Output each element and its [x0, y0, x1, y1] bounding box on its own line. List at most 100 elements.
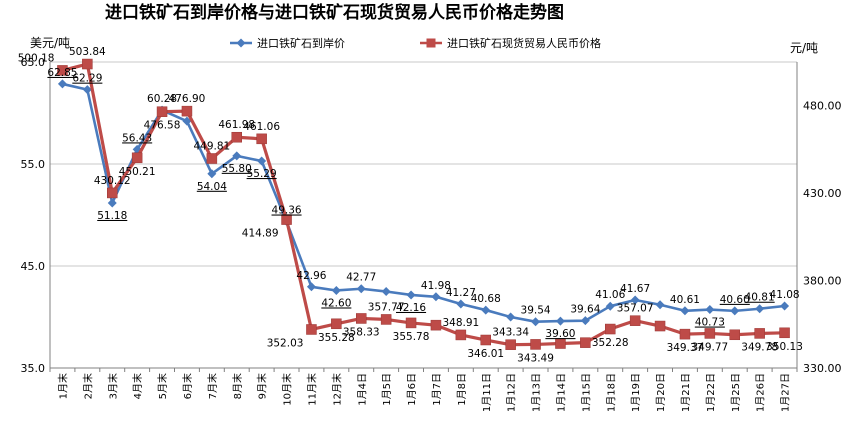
- series-2-point: [281, 214, 292, 225]
- series-1-data-label: 55.80: [222, 163, 252, 175]
- right-tick-label: 380.00: [803, 275, 842, 288]
- x-tick-label: 5月末: [156, 373, 169, 399]
- left-tick-label: 55.0: [21, 158, 46, 171]
- series-1-point: [705, 305, 715, 315]
- left-tick-label: 35.0: [21, 362, 46, 375]
- x-tick-label: 1月25日: [730, 373, 742, 412]
- series-2-point: [530, 339, 541, 350]
- x-tick-label: 4月末: [131, 373, 144, 399]
- series-2-data-label: 500.18: [18, 52, 55, 64]
- x-tick-label: 11月末: [305, 373, 318, 406]
- series-1-data-label: 40.81: [745, 292, 775, 304]
- x-tick-label: 1月13日: [531, 373, 543, 412]
- series-2-data-label: 343.49: [517, 352, 554, 364]
- series-2-data-label: 352.03: [267, 337, 304, 349]
- x-tick-label: 1月8日: [456, 373, 468, 406]
- series-1-data-label: 62.29: [72, 73, 102, 85]
- series-1-point: [780, 301, 790, 311]
- axes: 65.0 55.0 45.0 35.0 480.00 430.00 380.00 330.00…: [21, 56, 842, 412]
- series-1-data-label: 41.08: [770, 289, 800, 301]
- series-1-point: [655, 300, 665, 310]
- series-2-point: [405, 317, 417, 329]
- series-2-data-label: 476.90: [169, 93, 206, 105]
- series-1-point: [306, 282, 316, 292]
- series-1-point: [531, 317, 541, 327]
- series: [57, 58, 790, 350]
- series-2-data-label: 352.28: [592, 337, 629, 349]
- series-line-1: [62, 82, 785, 323]
- series-1-data-label: 40.61: [670, 294, 700, 306]
- series-1-data-label: 42.60: [321, 297, 351, 309]
- series-1-data-label: 40.73: [695, 317, 725, 329]
- x-tick-label: 1月5日: [381, 373, 393, 406]
- series-1-point: [182, 116, 192, 126]
- series-1-data-label: 51.18: [97, 210, 127, 222]
- series-1-data-label: 42.96: [296, 270, 326, 282]
- series-2-point: [779, 327, 790, 339]
- x-tick-label: 2月末: [81, 373, 94, 399]
- series-1-point: [755, 304, 765, 314]
- series-2-data-label: 476.58: [144, 120, 181, 132]
- series-1-data-label: 49.36: [272, 205, 302, 217]
- x-tick-label: 1月6日: [406, 373, 418, 406]
- series-1-data-label: 41.67: [620, 283, 650, 295]
- series-1-data-label: 40.68: [471, 293, 501, 305]
- series-1-point: [506, 312, 516, 322]
- series-2-point: [629, 315, 641, 326]
- series-2-data-label: 346.01: [467, 348, 504, 360]
- x-tick-label: 1月21日: [680, 373, 692, 412]
- right-tick-label: 480.00: [803, 100, 842, 113]
- legend-label-series-2: 进口铁矿石现货贸易人民币价格: [447, 36, 601, 50]
- series-2-point: [57, 65, 68, 76]
- series-2-data-label: 343.34: [492, 327, 529, 339]
- series-2-data-label: 503.84: [69, 46, 106, 58]
- series-1-data-label: 39.60: [545, 328, 575, 340]
- series-1-point: [680, 306, 690, 316]
- series-2-point: [505, 339, 516, 350]
- series-1-point: [431, 292, 441, 302]
- series-2-point: [156, 106, 168, 117]
- series-1-point: [580, 316, 590, 326]
- legend-marker-series-1: [236, 38, 246, 48]
- x-tick-label: 1月20日: [655, 373, 667, 412]
- series-2-data-label: 349.78: [741, 341, 778, 353]
- x-tick-label: 3月末: [106, 373, 119, 399]
- right-tick-label: 330.00: [803, 362, 842, 375]
- chart-title: 进口铁矿石到岸价格与进口铁矿石现货贸易人民币价格走势图: [105, 2, 564, 23]
- series-2-data-label: 449.81: [193, 141, 230, 153]
- series-1-point: [456, 299, 466, 309]
- series-1-data-label: 56.43: [122, 132, 152, 144]
- series-1-data-label: 62.85: [47, 67, 77, 79]
- x-tick-label: 1月19日: [630, 373, 642, 412]
- series-1-data-label: 41.98: [421, 280, 451, 292]
- series-1-point: [406, 290, 416, 300]
- series-1-point: [605, 301, 615, 311]
- series-2-data-label: 358.33: [343, 326, 380, 338]
- series-1-point: [730, 306, 740, 316]
- series-1-point: [381, 287, 391, 296]
- x-tick-label: 6月末: [181, 373, 194, 399]
- left-tick-label: 65.0: [21, 56, 46, 69]
- series-2-data-label: 349.37: [667, 342, 704, 354]
- x-tick-label: 1月7日: [431, 373, 443, 406]
- series-1-point: [207, 169, 217, 179]
- series-1-data-label: 60.28: [147, 93, 177, 105]
- x-tick-label: 1月12日: [506, 373, 518, 412]
- legend: 进口铁矿石到岸价 进口铁矿石现货贸易人民币价格: [230, 36, 601, 50]
- series-1-data-label: 42.16: [396, 302, 426, 314]
- series-1-point: [107, 198, 117, 208]
- series-2-point: [256, 133, 267, 145]
- series-2-data-label: 461.06: [243, 121, 280, 133]
- series-2-point: [181, 105, 193, 117]
- x-tick-label: 1月26日: [755, 373, 767, 412]
- series-1-data-label: 39.64: [570, 304, 600, 316]
- series-2-point: [455, 329, 467, 341]
- x-tick-label: 1月27日: [780, 373, 792, 412]
- series-2-point: [131, 152, 143, 164]
- series-1-point: [331, 285, 341, 295]
- x-tick-label: 1月11日: [481, 373, 493, 412]
- series-1-point: [555, 316, 565, 326]
- series-1-data-label: 41.06: [595, 289, 625, 301]
